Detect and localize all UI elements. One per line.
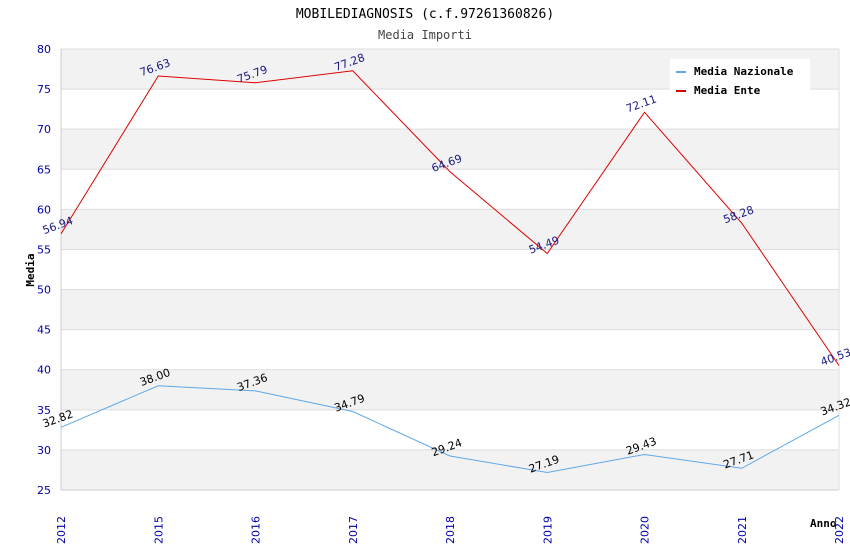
y-tick-label: 30: [37, 444, 51, 457]
x-axis-label: Anno: [810, 517, 837, 530]
x-tick-label: 2016: [250, 516, 263, 544]
legend: Media Nazionale Media Ente: [670, 59, 810, 101]
y-tick-label: 25: [37, 484, 51, 497]
x-tick-label: 2022: [833, 516, 846, 544]
x-tick-labels: 2012 2015 2016 2017 2018 2019 2020 2021 2022: [55, 516, 846, 544]
grid-band: [61, 289, 839, 330]
series-lines: [60, 70, 840, 473]
y-tick-label: 80: [37, 43, 51, 56]
x-tick-label: 2019: [541, 516, 554, 544]
y-tick-label: 35: [37, 404, 51, 417]
y-axis-label: Media: [24, 253, 37, 286]
x-tick-label: 2018: [444, 516, 457, 544]
grid-bands: [61, 49, 839, 490]
grid-band: [61, 129, 839, 170]
y-tick-label: 45: [37, 324, 51, 337]
x-tick-label: 2020: [639, 516, 652, 544]
y-tick-label: 70: [37, 123, 51, 136]
grid-band: [61, 209, 839, 250]
grid-band: [61, 369, 839, 410]
x-tick-label: 2012: [55, 516, 68, 544]
legend-box: [670, 59, 810, 101]
legend-label-media-nazionale: Media Nazionale: [694, 65, 794, 78]
chart-subtitle: Media Importi: [378, 28, 472, 42]
series-line-media-ente: [60, 70, 840, 366]
axes: [60, 49, 840, 491]
y-tick-label: 55: [37, 243, 51, 256]
y-tick-labels: 25 30 35 40 45 50 55 60 65 70 75 80: [37, 43, 51, 497]
data-label: 40.53: [819, 346, 850, 369]
x-tick-label: 2015: [152, 516, 165, 544]
grid-band: [61, 449, 839, 490]
y-tick-label: 40: [37, 364, 51, 377]
x-tick-label: 2021: [736, 516, 749, 544]
grid-lines: [61, 48, 839, 491]
series-line-media-nazionale: [60, 385, 840, 473]
y-tick-label: 65: [37, 163, 51, 176]
y-tick-label: 50: [37, 284, 51, 297]
y-tick-label: 60: [37, 203, 51, 216]
data-label: 72.11: [624, 92, 658, 115]
x-tick-label: 2017: [347, 516, 360, 544]
legend-label-media-ente: Media Ente: [694, 84, 761, 97]
chart-title: MOBILEDIAGNOSIS (c.f.97261360826): [296, 7, 554, 22]
y-tick-label: 75: [37, 83, 51, 96]
